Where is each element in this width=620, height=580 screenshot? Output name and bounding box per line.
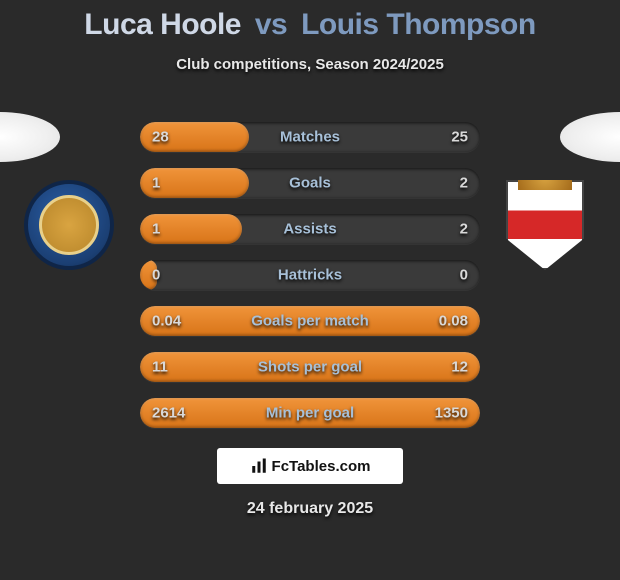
stat-value-left: 2614 xyxy=(152,405,185,422)
stat-value-right: 2 xyxy=(460,221,468,238)
stat-value-right: 2 xyxy=(460,175,468,192)
stat-label: Shots per goal xyxy=(258,359,362,376)
shrewsbury-crest-icon xyxy=(24,180,114,270)
stat-label: Assists xyxy=(283,221,336,238)
stat-label: Hattricks xyxy=(278,267,342,284)
comparison-title: Luca Hoole vs Louis Thompson xyxy=(0,0,620,42)
stat-row: 1 Assists 2 xyxy=(140,214,480,244)
stat-value-right: 12 xyxy=(451,359,468,376)
stat-value-right: 0.08 xyxy=(439,313,468,330)
stat-row: 0.04 Goals per match 0.08 xyxy=(140,306,480,336)
fctables-logo: FcTables.com xyxy=(217,448,403,484)
stat-label: Goals xyxy=(289,175,331,192)
stat-value-left: 11 xyxy=(152,359,168,376)
stat-row: 1 Goals 2 xyxy=(140,168,480,198)
player2-club-crest xyxy=(506,180,596,270)
stat-value-left: 28 xyxy=(152,129,169,146)
stat-label: Min per goal xyxy=(266,405,354,422)
stat-label: Goals per match xyxy=(251,313,369,330)
stat-row: 11 Shots per goal 12 xyxy=(140,352,480,382)
player2-photo xyxy=(560,112,620,162)
stats-table: 28 Matches 25 1 Goals 2 1 Assists 2 0 Hattricks 0 0.… xyxy=(140,122,480,428)
stevenage-crest-icon xyxy=(506,180,584,270)
stat-row: 28 Matches 25 xyxy=(140,122,480,152)
stat-row: 0 Hattricks 0 xyxy=(140,260,480,290)
stat-label: Matches xyxy=(280,129,340,146)
subtitle: Club competitions, Season 2024/2025 xyxy=(0,56,620,73)
stat-row: 2614 Min per goal 1350 xyxy=(140,398,480,428)
bar-chart-icon xyxy=(250,457,268,475)
stat-value-left: 0.04 xyxy=(152,313,181,330)
player1-photo xyxy=(0,112,60,162)
stat-value-left: 0 xyxy=(152,267,160,284)
vs-separator: vs xyxy=(255,8,287,41)
stat-value-left: 1 xyxy=(152,221,160,238)
player2-name: Louis Thompson xyxy=(301,8,536,41)
player1-club-crest xyxy=(24,180,114,270)
stat-value-right: 1350 xyxy=(435,405,468,422)
player1-name: Luca Hoole xyxy=(84,8,241,41)
stat-value-right: 0 xyxy=(460,267,468,284)
stat-value-left: 1 xyxy=(152,175,160,192)
comparison-date: 24 february 2025 xyxy=(247,500,373,518)
brand-text: FcTables.com xyxy=(272,458,371,475)
stat-value-right: 25 xyxy=(451,129,468,146)
